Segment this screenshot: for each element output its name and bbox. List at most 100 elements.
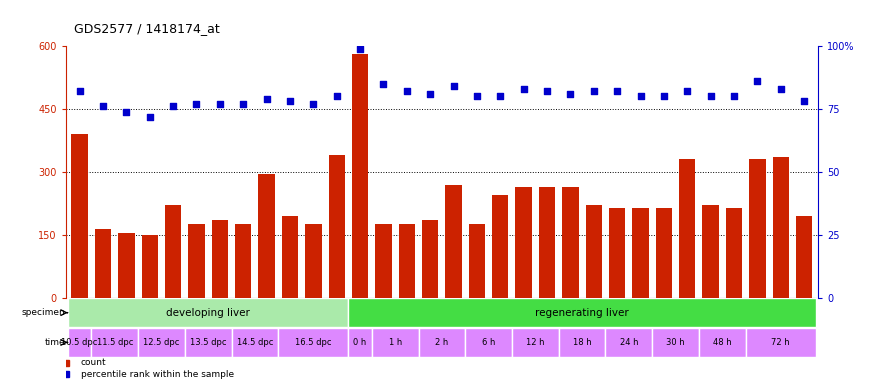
Text: 30 h: 30 h (666, 338, 685, 347)
Text: 1 h: 1 h (388, 338, 402, 347)
Point (424, 91, 438, 97)
Bar (726, 208, 742, 298)
Text: 12.5 dpc: 12.5 dpc (144, 338, 179, 347)
Point (260, 96, 274, 102)
Bar (749, 159, 766, 298)
Bar (258, 174, 275, 298)
Bar (422, 220, 438, 298)
Point (540, 88, 554, 94)
Point (166, 103, 180, 109)
Bar (609, 208, 626, 298)
Bar (118, 233, 135, 298)
Point (236, 101, 250, 107)
Text: time: time (45, 338, 66, 347)
Point (704, 93, 717, 99)
Bar (399, 224, 415, 298)
Point (470, 93, 484, 99)
Bar (773, 157, 789, 298)
Text: GDS2577 / 1418174_at: GDS2577 / 1418174_at (74, 22, 220, 35)
Point (564, 91, 578, 97)
Text: 16.5 dpc: 16.5 dpc (295, 338, 332, 347)
Bar (348, 298, 816, 327)
Point (119, 108, 133, 114)
Bar (492, 195, 508, 298)
Text: 12 h: 12 h (526, 338, 544, 347)
Point (657, 93, 671, 99)
Text: 10.5 dpc: 10.5 dpc (61, 338, 98, 347)
Point (400, 88, 414, 94)
Point (283, 98, 297, 104)
Bar (606, 328, 652, 357)
Bar (372, 328, 418, 357)
Point (774, 86, 788, 92)
Text: 14.5 dpc: 14.5 dpc (237, 338, 273, 347)
Bar (796, 216, 812, 298)
Bar (469, 224, 485, 298)
Point (330, 93, 344, 99)
Bar (652, 328, 699, 357)
Text: 72 h: 72 h (772, 338, 790, 347)
Bar (188, 224, 205, 298)
Text: 6 h: 6 h (482, 338, 495, 347)
Point (354, 46, 367, 52)
Bar (746, 328, 816, 357)
Point (213, 101, 227, 107)
Bar (91, 328, 138, 357)
Point (587, 88, 601, 94)
Point (190, 101, 204, 107)
Point (306, 101, 320, 107)
Bar (445, 185, 462, 298)
Text: 11.5 dpc: 11.5 dpc (96, 338, 133, 347)
Bar (165, 205, 181, 298)
Bar (68, 328, 91, 357)
Point (73, 88, 87, 94)
Point (727, 93, 741, 99)
Bar (375, 224, 392, 298)
Bar (352, 55, 368, 298)
Bar (212, 220, 228, 298)
Bar (282, 216, 298, 298)
Bar (703, 205, 718, 298)
Point (751, 78, 765, 84)
Bar (418, 328, 466, 357)
Bar (515, 187, 532, 298)
Bar (138, 328, 185, 357)
Bar (679, 159, 696, 298)
Point (680, 88, 694, 94)
Bar (559, 328, 606, 357)
Text: specimen: specimen (22, 308, 66, 317)
Point (610, 88, 624, 94)
Point (96, 103, 110, 109)
Bar (68, 298, 348, 327)
Bar (699, 328, 746, 357)
Bar (232, 328, 278, 357)
Bar (94, 228, 111, 298)
Text: count: count (80, 359, 106, 367)
Text: percentile rank within the sample: percentile rank within the sample (80, 370, 234, 379)
Text: regenerating liver: regenerating liver (536, 308, 629, 318)
Bar (278, 328, 348, 357)
Bar (512, 328, 559, 357)
Bar (328, 155, 345, 298)
Point (376, 81, 390, 87)
Text: 24 h: 24 h (620, 338, 638, 347)
Text: 18 h: 18 h (573, 338, 592, 347)
Bar (655, 208, 672, 298)
Bar (72, 134, 88, 298)
Point (634, 93, 648, 99)
Point (797, 98, 811, 104)
Bar (348, 328, 372, 357)
Bar (185, 328, 232, 357)
Bar (633, 208, 648, 298)
Bar (539, 187, 556, 298)
Bar (466, 328, 512, 357)
Text: 0 h: 0 h (354, 338, 367, 347)
Bar (142, 235, 158, 298)
Text: 13.5 dpc: 13.5 dpc (190, 338, 227, 347)
Text: 2 h: 2 h (435, 338, 449, 347)
Point (446, 83, 460, 89)
Text: 48 h: 48 h (713, 338, 732, 347)
Bar (563, 187, 578, 298)
Point (516, 86, 530, 92)
Text: developing liver: developing liver (166, 308, 250, 318)
